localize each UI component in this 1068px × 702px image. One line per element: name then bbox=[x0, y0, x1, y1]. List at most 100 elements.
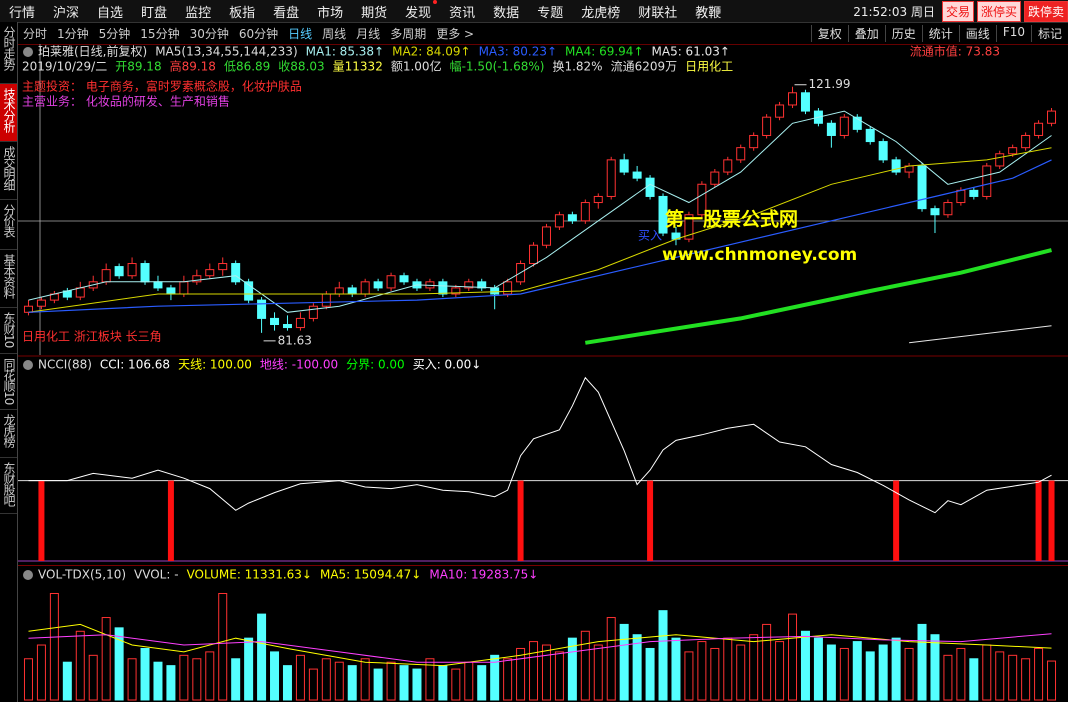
candle-body bbox=[36, 299, 46, 307]
tool-button[interactable]: 历史 bbox=[884, 25, 922, 42]
volume-bar bbox=[503, 658, 513, 701]
indicator-name: VOL-TDX(5,10) bbox=[38, 568, 126, 582]
menu-item[interactable]: 市场 bbox=[317, 5, 344, 21]
candle-body bbox=[360, 281, 370, 295]
volume-bar bbox=[619, 623, 629, 701]
side-tab[interactable]: 东财10 bbox=[0, 308, 17, 354]
menu-item[interactable]: 行情 bbox=[9, 5, 36, 21]
volume-bar bbox=[995, 651, 1005, 701]
quote-info: 2019/10/29/二 bbox=[22, 60, 107, 74]
menu-item[interactable]: 自选 bbox=[97, 5, 124, 21]
menu-item[interactable]: 板指 bbox=[229, 5, 256, 21]
volume-bar bbox=[438, 665, 448, 701]
period-tab[interactable]: 60分钟 bbox=[238, 27, 279, 41]
side-tab[interactable]: 东财股吧 bbox=[0, 458, 17, 514]
candle-body bbox=[852, 116, 862, 130]
series-line bbox=[909, 325, 1052, 344]
volume-bar bbox=[23, 658, 33, 701]
menu-item[interactable]: 数据 bbox=[493, 5, 520, 21]
candle-body bbox=[736, 147, 746, 161]
period-tab[interactable]: 多周期 bbox=[390, 27, 427, 41]
quote-info: 流通6209万 bbox=[611, 60, 678, 74]
period-tab[interactable]: 月线 bbox=[356, 27, 381, 41]
volume-bar bbox=[101, 617, 111, 701]
volume-bar bbox=[710, 647, 720, 701]
period-tab[interactable]: 15分钟 bbox=[140, 27, 180, 41]
tool-button[interactable]: 标记 bbox=[1030, 25, 1068, 42]
side-tab[interactable]: 分价表 bbox=[0, 200, 17, 250]
menu-item[interactable]: 盯盘 bbox=[141, 5, 168, 21]
trade-button[interactable]: 涨停买 bbox=[976, 0, 1021, 22]
volume-bar bbox=[451, 668, 461, 701]
candle-body bbox=[270, 317, 280, 326]
volume-bar bbox=[904, 647, 914, 701]
period-tab[interactable]: 周线 bbox=[322, 27, 347, 41]
volume-bar bbox=[166, 665, 176, 701]
candle-body bbox=[710, 171, 720, 185]
legend-item: 分界: 0.00 bbox=[346, 358, 405, 372]
notify-dot bbox=[433, 0, 438, 4]
period-tab[interactable]: 日线 bbox=[288, 27, 313, 41]
side-tab[interactable]: 基本资料 bbox=[0, 250, 17, 308]
menu-item[interactable]: 资讯 bbox=[449, 5, 476, 21]
candle-body bbox=[166, 287, 176, 295]
menu-item[interactable]: 专题 bbox=[537, 5, 564, 21]
period-tab[interactable]: 5分钟 bbox=[98, 27, 131, 41]
candle-body bbox=[451, 287, 461, 295]
side-tab[interactable]: 分时走势 bbox=[0, 22, 17, 84]
menu-item[interactable]: 监控 bbox=[185, 5, 212, 21]
legend-item: MA2: 84.09↑ bbox=[392, 45, 470, 59]
side-tab[interactable]: 技术分析 bbox=[0, 84, 17, 142]
volume-bar bbox=[36, 644, 46, 701]
volume-bar bbox=[516, 647, 526, 701]
volume-bar bbox=[969, 658, 979, 701]
tool-button[interactable]: 复权 bbox=[810, 25, 848, 42]
period-tab[interactable]: 30分钟 bbox=[189, 27, 229, 41]
menu-item[interactable]: 期货 bbox=[361, 5, 388, 21]
tools: 复权 叠加 历史 统计 画线 F10 标记 bbox=[810, 25, 1068, 42]
volume-bar bbox=[62, 661, 72, 701]
candle-body bbox=[257, 299, 267, 319]
menu-item[interactable]: 沪深 bbox=[53, 5, 80, 21]
period-tab[interactable]: 1分钟 bbox=[57, 27, 89, 41]
volume-bar bbox=[282, 665, 292, 701]
volume-bar bbox=[1034, 647, 1044, 701]
volume-bar bbox=[749, 634, 759, 701]
menu-item[interactable]: 发现 bbox=[396, 0, 440, 21]
candle-body bbox=[386, 275, 396, 289]
candle-body bbox=[775, 104, 785, 118]
candle-body bbox=[114, 266, 124, 277]
signal-bar bbox=[167, 480, 174, 561]
volume-bar bbox=[218, 592, 228, 701]
trade-button[interactable]: 跌停卖 bbox=[1023, 0, 1068, 22]
period-tab[interactable]: 分时 bbox=[23, 27, 48, 41]
menu-item[interactable]: 财联社 bbox=[638, 5, 678, 21]
legend-item: MA1: 85.38↑ bbox=[306, 45, 384, 59]
side-tab[interactable]: 同花顺10 bbox=[0, 354, 17, 410]
candle-body bbox=[826, 122, 836, 136]
candle-body bbox=[554, 214, 564, 228]
tool-button[interactable]: 叠加 bbox=[847, 25, 885, 42]
menu-item[interactable]: 龙虎榜 bbox=[581, 5, 621, 21]
candle-body bbox=[697, 183, 707, 216]
quote-info: 量11332 bbox=[333, 60, 383, 74]
tool-button[interactable]: F10 bbox=[995, 25, 1031, 42]
volume-bar bbox=[917, 623, 927, 701]
legend-item: MA4: 69.94↑ bbox=[565, 45, 643, 59]
tool-button[interactable]: 画线 bbox=[958, 25, 996, 42]
candle-body bbox=[308, 305, 318, 319]
side-tab[interactable]: 龙虎榜 bbox=[0, 410, 17, 458]
tool-button[interactable]: 统计 bbox=[921, 25, 959, 42]
volume-bar bbox=[88, 654, 98, 701]
menu-item[interactable]: 教鞭 bbox=[695, 5, 722, 21]
candle-body bbox=[23, 305, 33, 313]
side-tab[interactable]: 成交明细 bbox=[0, 142, 17, 200]
candle-body bbox=[917, 165, 927, 210]
volume-bar bbox=[982, 644, 992, 701]
menu-item[interactable]: 看盘 bbox=[273, 5, 300, 21]
volume-bar bbox=[839, 647, 849, 701]
period-tab[interactable]: 更多 > bbox=[436, 27, 475, 41]
trade-button[interactable]: 交易 bbox=[941, 0, 974, 22]
volume-bar bbox=[205, 651, 215, 701]
